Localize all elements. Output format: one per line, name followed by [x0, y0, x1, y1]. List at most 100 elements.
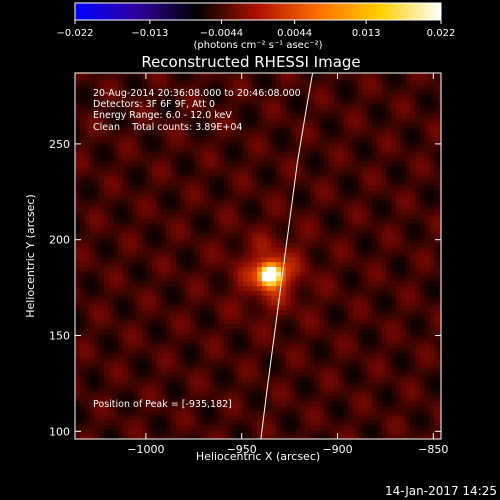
heatmap-cell: [161, 118, 167, 124]
heatmap-cell: [266, 285, 272, 291]
heatmap-cell: [180, 381, 186, 387]
heatmap-cell: [233, 223, 239, 229]
heatmap-cell: [300, 132, 306, 138]
heatmap-cell: [103, 89, 109, 95]
heatmap-cell: [122, 434, 129, 439]
heatmap-cell: [223, 357, 229, 363]
heatmap-cell: [194, 118, 200, 124]
heatmap-cell: [75, 84, 81, 90]
heatmap-cell: [185, 319, 191, 325]
heatmap-cell: [204, 228, 210, 234]
heatmap-cell: [266, 94, 272, 100]
heatmap-cell: [352, 424, 359, 430]
heatmap-cell: [381, 328, 387, 335]
heatmap-cell: [89, 362, 95, 368]
heatmap-cell: [376, 113, 382, 119]
heatmap-cell: [367, 381, 373, 387]
heatmap-cell: [180, 395, 186, 402]
heatmap-cell: [266, 410, 272, 416]
heatmap-cell: [261, 261, 268, 267]
heatmap-cell: [352, 233, 359, 239]
heatmap-cell: [213, 189, 220, 196]
heatmap-cell: [333, 333, 339, 339]
heatmap-cell: [213, 89, 220, 95]
heatmap-cell: [314, 304, 320, 311]
heatmap-cell: [118, 118, 124, 124]
heatmap-cell: [161, 89, 167, 95]
heatmap-cell: [280, 381, 287, 387]
heatmap-cell: [103, 161, 109, 167]
heatmap-cell: [166, 170, 172, 176]
heatmap-cell: [199, 400, 205, 406]
heatmap-cell: [381, 194, 387, 200]
heatmap-cell: [261, 213, 268, 220]
heatmap-cell: [280, 242, 287, 248]
heatmap-cell: [376, 185, 382, 191]
heatmap-cell: [175, 376, 181, 382]
heatmap-cell: [137, 309, 143, 315]
heatmap-cell: [276, 328, 282, 335]
heatmap-cell: [194, 333, 200, 339]
heatmap-cell: [266, 137, 272, 143]
heatmap-cell: [276, 156, 282, 162]
heatmap-cell: [228, 357, 234, 363]
heatmap-cell: [362, 194, 368, 200]
heatmap-cell: [252, 338, 258, 344]
heatmap-cell: [122, 290, 129, 296]
heatmap-cell: [357, 84, 363, 90]
heatmap-cell: [276, 266, 282, 272]
heatmap-cell: [357, 415, 363, 421]
heatmap-cell: [209, 280, 215, 287]
heatmap-cell: [300, 170, 306, 176]
heatmap-cell: [271, 256, 277, 263]
heatmap-cell: [314, 300, 320, 306]
heatmap-cell: [376, 189, 382, 196]
heatmap-cell: [309, 357, 315, 363]
heatmap-cell: [223, 247, 229, 253]
heatmap-cell: [280, 233, 287, 239]
heatmap-cell: [319, 333, 325, 339]
heatmap-cell: [108, 400, 114, 406]
heatmap-cell: [204, 415, 210, 421]
heatmap-cell: [285, 204, 291, 210]
heatmap-cell: [185, 237, 191, 243]
heatmap-cell: [108, 122, 114, 129]
heatmap-cell: [233, 113, 239, 119]
heatmap-cell: [352, 175, 359, 181]
heatmap-cell: [218, 247, 224, 253]
heatmap-cell: [271, 285, 277, 291]
heatmap-cell: [309, 161, 315, 167]
heatmap-cell: [261, 228, 268, 234]
heatmap-cell: [175, 276, 181, 282]
heatmap-cell: [285, 309, 291, 315]
heatmap-cell: [180, 252, 186, 258]
heatmap-cell: [252, 386, 258, 392]
heatmap-cell: [362, 94, 368, 100]
heatmap-cell: [146, 415, 153, 421]
heatmap-cell: [242, 247, 248, 253]
heatmap-cell: [300, 108, 306, 114]
heatmap-cell: [333, 271, 339, 277]
heatmap-cell: [233, 295, 239, 301]
heatmap-cell: [94, 132, 100, 138]
heatmap-cell: [367, 256, 373, 263]
heatmap-cell: [84, 73, 90, 76]
heatmap-cell: [218, 400, 224, 406]
heatmap-cell: [357, 386, 363, 392]
heatmap-cell: [89, 175, 95, 181]
heatmap-cell: [142, 419, 148, 426]
heatmap-cell: [280, 324, 287, 330]
heatmap-cell: [242, 228, 248, 234]
heatmap-cell: [79, 141, 85, 148]
heatmap-cell: [223, 73, 229, 76]
heatmap-cell: [381, 285, 387, 291]
heatmap-cell: [122, 333, 129, 339]
heatmap-cell: [280, 247, 287, 253]
heatmap-cell: [204, 391, 210, 397]
heatmap-cell: [290, 151, 296, 157]
heatmap-cell: [266, 386, 272, 392]
heatmap-cell: [348, 156, 354, 162]
heatmap-cell: [362, 223, 368, 229]
heatmap-cell: [209, 252, 215, 258]
heatmap-cell: [372, 405, 378, 411]
